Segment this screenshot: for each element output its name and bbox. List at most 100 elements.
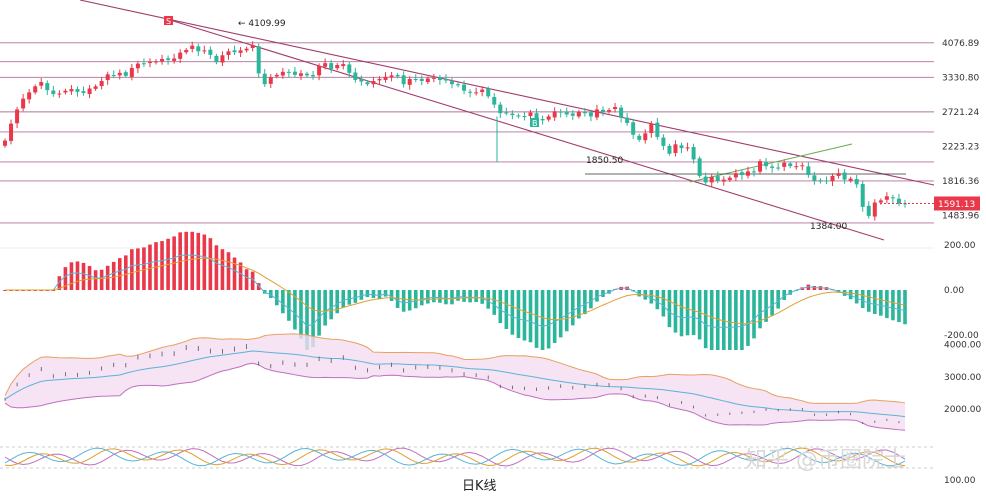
macd-histogram-bar bbox=[655, 290, 660, 310]
macd-histogram-bar bbox=[347, 290, 352, 305]
candle-body bbox=[57, 93, 62, 95]
candle-body bbox=[619, 107, 624, 118]
macd-histogram-bar bbox=[462, 290, 466, 302]
candle-body bbox=[93, 86, 98, 89]
candle-body bbox=[371, 81, 376, 85]
macd-histogram-bar bbox=[667, 290, 672, 328]
macd-histogram-bar bbox=[649, 290, 654, 304]
macd-histogram-bar bbox=[154, 242, 158, 290]
candle-body bbox=[788, 163, 793, 167]
candle-body bbox=[117, 72, 122, 76]
macd-histogram-bar bbox=[848, 290, 853, 300]
candle-body bbox=[770, 166, 775, 168]
candle-body bbox=[582, 111, 587, 114]
macd-histogram-bar bbox=[534, 290, 539, 348]
rsi-tick-label: 100.00 bbox=[944, 476, 976, 486]
candle-body bbox=[184, 49, 189, 53]
macd-histogram-bar bbox=[117, 258, 122, 290]
macd-histogram-bar bbox=[528, 290, 533, 343]
macd-histogram-bar bbox=[740, 290, 744, 350]
macd-histogram-bar bbox=[365, 290, 370, 298]
bollinger-tick-label: 2000.00 bbox=[944, 405, 981, 415]
macd-histogram-bar bbox=[196, 232, 201, 290]
candle-body bbox=[401, 75, 406, 85]
macd-histogram-bar bbox=[842, 290, 847, 296]
candle-body bbox=[238, 50, 243, 53]
macd-histogram-bar bbox=[498, 290, 503, 324]
price-tick-label: 1483.96 bbox=[942, 211, 979, 221]
candle-body bbox=[39, 82, 44, 86]
macd-histogram-bar bbox=[214, 245, 219, 290]
candle-body bbox=[498, 104, 503, 114]
candle-body bbox=[15, 109, 20, 124]
candle-body bbox=[395, 75, 400, 77]
candle-body bbox=[135, 63, 140, 69]
macd-histogram-bar bbox=[474, 290, 478, 303]
macd-histogram-bar bbox=[220, 249, 225, 290]
candle-body bbox=[347, 64, 352, 73]
candle-body bbox=[166, 58, 171, 60]
macd-histogram-bar bbox=[359, 290, 364, 300]
candle-body bbox=[655, 122, 660, 137]
candle-body bbox=[588, 112, 593, 117]
macd-histogram-bar bbox=[703, 290, 708, 349]
candle-body bbox=[830, 175, 835, 182]
macd-histogram-bar bbox=[190, 231, 195, 290]
candle-body bbox=[570, 113, 575, 116]
price-axis: 4076.89 3330.80 2721.24 2223.23 1816.36 1483.… bbox=[880, 39, 981, 486]
macd-histogram-bar bbox=[752, 290, 756, 339]
candle-body bbox=[335, 65, 340, 69]
candle-body bbox=[516, 115, 521, 117]
sell-marker: S bbox=[164, 16, 173, 26]
candle-body bbox=[806, 166, 811, 176]
candle-body bbox=[848, 178, 853, 181]
candle-body bbox=[329, 63, 334, 69]
macd-histogram-bar bbox=[323, 290, 327, 326]
macd-histogram-bar bbox=[504, 290, 509, 330]
macd-histogram-bar bbox=[124, 255, 128, 290]
oscillator-line bbox=[4, 447, 906, 467]
macd-signal-line bbox=[5, 257, 906, 325]
macd-histogram-bar bbox=[691, 290, 696, 335]
macd-histogram-bar bbox=[335, 290, 340, 314]
candle-body bbox=[51, 90, 56, 95]
candle-body bbox=[111, 75, 116, 77]
candle-body bbox=[564, 112, 569, 115]
candle-body bbox=[667, 145, 672, 154]
macd-histogram-bar bbox=[456, 290, 460, 301]
candle-body bbox=[836, 173, 841, 176]
candle-body bbox=[63, 90, 68, 93]
candle-body bbox=[673, 144, 678, 154]
macd-histogram-bar bbox=[885, 290, 889, 319]
macd-histogram-bar bbox=[709, 290, 714, 350]
candle-body bbox=[262, 73, 267, 85]
candle-body bbox=[552, 111, 557, 118]
candle-body bbox=[45, 83, 50, 91]
macd-histogram-bar bbox=[329, 290, 333, 320]
candle-body bbox=[866, 205, 871, 216]
candle-body bbox=[21, 98, 26, 109]
candle-body bbox=[383, 76, 388, 80]
candle-body bbox=[631, 122, 636, 135]
macd-histogram-bar bbox=[468, 290, 472, 303]
macd-histogram-bar bbox=[226, 252, 231, 290]
macd-histogram-bar bbox=[480, 290, 484, 304]
candle-body bbox=[842, 172, 847, 180]
candle-body bbox=[854, 179, 859, 185]
macd-histogram-bar bbox=[661, 290, 666, 317]
macd-histogram-bar bbox=[728, 290, 732, 350]
candle-body bbox=[613, 106, 618, 110]
candle-body bbox=[860, 184, 865, 207]
macd-histogram-bar bbox=[450, 290, 454, 305]
macd-histogram-bar bbox=[142, 247, 146, 290]
macd-histogram-bar bbox=[486, 290, 491, 309]
candle-body bbox=[99, 81, 104, 87]
candle-body bbox=[160, 58, 165, 62]
candle-body bbox=[872, 202, 877, 217]
macd-histogram-bar bbox=[679, 290, 684, 337]
macd-histogram-bar bbox=[782, 290, 786, 300]
candle-body bbox=[600, 109, 605, 112]
candle-body bbox=[751, 171, 756, 173]
candle-body bbox=[818, 180, 823, 182]
candle-body bbox=[504, 112, 509, 114]
